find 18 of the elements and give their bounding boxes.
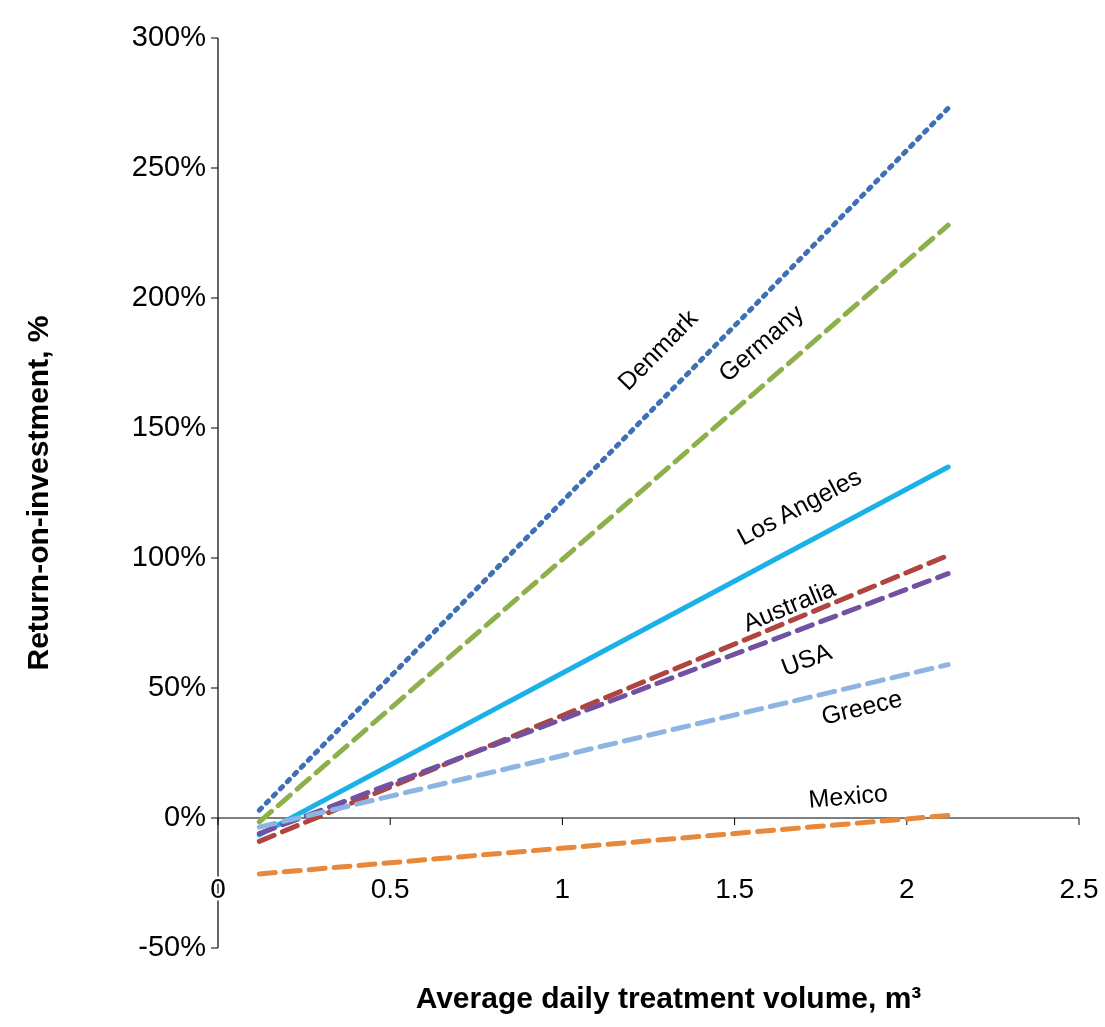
y-tick-label: 250%	[131, 149, 206, 182]
x-tick-label: 1	[554, 873, 571, 904]
y-tick-label: 100%	[131, 539, 206, 572]
x-tick-label: 2	[899, 873, 915, 904]
y-tick-label: 0%	[164, 799, 206, 832]
y-tick-label: 50%	[147, 669, 206, 702]
x-axis-title: Average daily treatment volume, m³	[415, 981, 922, 1014]
y-axis-title: Return-on-investment, %	[21, 315, 54, 671]
text: Greece	[818, 683, 905, 730]
x-tick-label: 2.5	[1059, 873, 1099, 904]
text: USA	[777, 636, 836, 681]
y-tick-label: 150%	[131, 409, 206, 442]
x-tick-label: 0.5	[370, 873, 410, 904]
y-tick-label: 300%	[131, 19, 206, 52]
series-label: Mexico	[807, 778, 889, 813]
x-tick-label: 1.5	[715, 873, 755, 904]
y-tick-label: -50%	[138, 929, 206, 962]
y-tick-label: 200%	[131, 279, 206, 312]
